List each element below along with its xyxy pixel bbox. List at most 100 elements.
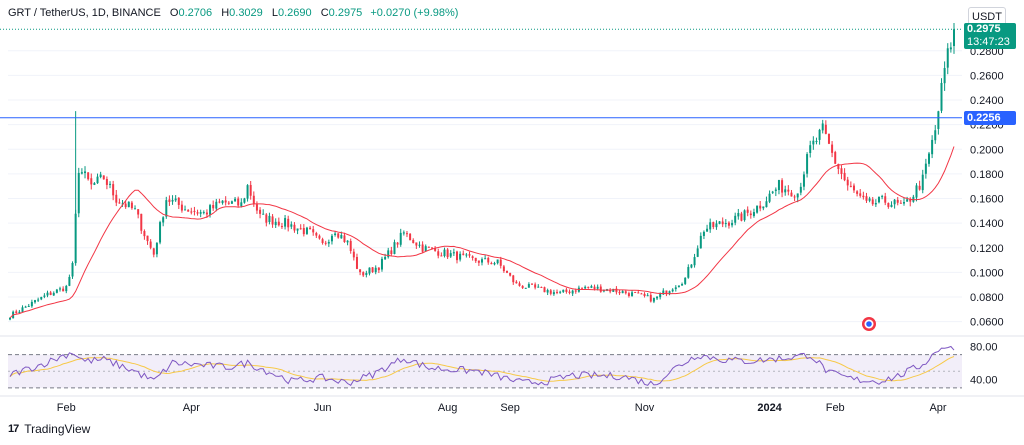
candle-body: [690, 264, 693, 268]
candle-body: [802, 174, 805, 187]
candle-body: [434, 248, 437, 251]
candle-body: [846, 179, 849, 186]
candle-body: [334, 233, 337, 236]
candle-body: [324, 242, 327, 244]
low-value: 0.2690: [277, 7, 312, 19]
candle-body: [174, 198, 177, 201]
candle-body: [868, 198, 871, 201]
candle-body: [506, 270, 509, 273]
candle-body: [740, 213, 743, 221]
time-tick-label: Nov: [635, 402, 655, 414]
candle-body: [852, 185, 855, 191]
candle-body: [155, 242, 158, 255]
candle-body: [171, 199, 174, 202]
candle-body: [87, 172, 90, 180]
candle-body: [621, 291, 624, 294]
candle-body: [243, 198, 246, 203]
time-tick-label: Apr: [929, 402, 946, 414]
candle-body: [893, 199, 896, 205]
time-tick-label: 2024: [757, 402, 782, 414]
candle-body: [140, 213, 143, 231]
candle-body: [96, 176, 99, 184]
candle-body: [27, 305, 30, 307]
brand[interactable]: 17 TradingView: [8, 422, 90, 436]
candle-body: [527, 284, 530, 288]
time-tick-label: Apr: [183, 402, 200, 414]
candle-body: [593, 286, 596, 290]
price-tick-label: 0.1600: [970, 194, 1004, 206]
candle-body: [402, 232, 405, 234]
candle-body: [327, 241, 330, 244]
candle-body: [746, 209, 749, 213]
candle-body: [940, 82, 943, 111]
candle-body: [296, 228, 299, 231]
candle-body: [953, 29, 955, 47]
candle-body: [534, 284, 537, 288]
candle-body: [446, 249, 449, 258]
candle-body: [831, 144, 834, 153]
candle-body: [321, 239, 324, 243]
candle-body: [99, 174, 102, 178]
candle-body: [37, 299, 40, 301]
candle-body: [112, 184, 115, 196]
candle-body: [884, 196, 887, 203]
candle-body: [493, 263, 496, 265]
high-key: H: [221, 7, 230, 19]
candle-body: [584, 286, 587, 289]
candle-body: [124, 203, 127, 208]
time-tick-label: Feb: [57, 402, 76, 414]
rsi-band: [8, 354, 962, 389]
candle-body: [421, 244, 424, 252]
rsi-tick-label: 40.00: [970, 375, 998, 387]
candle-body: [509, 272, 512, 276]
candle-body: [652, 298, 655, 302]
candle-body: [371, 267, 374, 273]
rsi-tick-label: 80.00: [970, 341, 998, 353]
candle-body: [540, 286, 543, 288]
candle-body: [102, 175, 105, 180]
candle-body: [77, 172, 80, 214]
candle-body: [556, 291, 559, 293]
candle-body: [246, 185, 249, 199]
candle-body: [721, 221, 724, 225]
candle-body: [62, 288, 65, 292]
candle-body: [312, 229, 315, 233]
candle-body: [93, 183, 96, 185]
candle-body: [218, 201, 221, 203]
candle-body: [777, 180, 780, 191]
candle-body: [815, 141, 818, 143]
candle-body: [471, 256, 474, 258]
candle-body: [912, 196, 915, 202]
symbol-label[interactable]: GRT / TetherUS, 1D, BINANCE: [8, 7, 161, 19]
candle-body: [559, 291, 562, 293]
candle-body: [662, 290, 665, 295]
candle-body: [368, 267, 371, 274]
currency-button[interactable]: USDT: [968, 7, 1006, 27]
flag-icon[interactable]: [862, 317, 876, 331]
candle-body: [424, 246, 427, 252]
candle-body: [459, 253, 462, 260]
candle-body: [865, 196, 868, 201]
candle-body: [921, 174, 924, 191]
candle-body: [134, 208, 137, 210]
candle-body: [502, 266, 505, 272]
price-axis-labels: 0.28000.26000.24000.22000.20000.18000.16…: [970, 46, 1004, 329]
candle-body: [452, 252, 455, 254]
candle-body: [490, 263, 493, 265]
candle-body: [393, 242, 396, 254]
candle-body: [105, 179, 108, 185]
candle-body: [474, 257, 477, 262]
candle-body: [634, 291, 637, 293]
candle-body: [165, 200, 168, 217]
candle-body: [405, 233, 408, 235]
candle-body: [643, 293, 646, 296]
candle-body: [849, 185, 852, 187]
candle-body: [827, 133, 830, 144]
candle-body: [712, 222, 715, 228]
candle-body: [518, 283, 521, 286]
candle-body: [806, 154, 809, 174]
candle-body: [706, 228, 709, 232]
candle-body: [290, 224, 293, 227]
symbol-header: GRT / TetherUS, 1D, BINANCE O0.2706 H0.3…: [8, 7, 458, 19]
candle-body: [549, 290, 552, 294]
